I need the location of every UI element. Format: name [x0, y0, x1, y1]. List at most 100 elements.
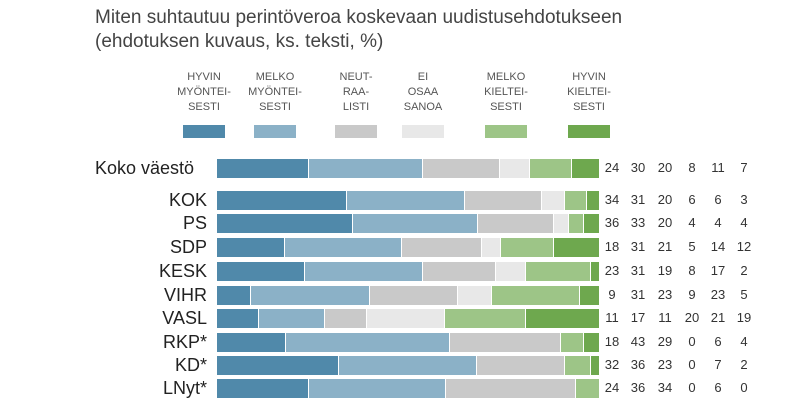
bar-segment: [217, 379, 309, 398]
stacked-bar: [217, 159, 599, 178]
value-label: 23: [710, 287, 726, 302]
value-label: 29: [657, 334, 673, 349]
bar-segment: [477, 214, 554, 233]
bar-segment: [500, 238, 554, 257]
value-label: 24: [604, 380, 620, 395]
value-label: 34: [604, 192, 620, 207]
bar-segment: [579, 286, 599, 305]
legend-label: HYVIN KIELTEI- SESTI: [567, 71, 611, 113]
bar-segment: [495, 262, 527, 281]
value-label: 34: [657, 380, 673, 395]
value-label: 2: [740, 263, 748, 278]
bar-segment: [541, 191, 565, 210]
value-label: 23: [657, 357, 673, 372]
legend-swatch: [485, 125, 527, 138]
legend-item: HYVIN MYÖNTEI- SESTI: [171, 70, 237, 138]
value-label: 0: [740, 380, 748, 395]
bar-segment: [450, 333, 561, 352]
bar-segment: [217, 262, 305, 281]
value-label: 11: [605, 310, 619, 325]
value-label: 0: [688, 380, 696, 395]
bar-segment: [251, 286, 370, 305]
row-label: KD*: [174, 355, 207, 375]
bar-segment: [457, 286, 493, 305]
value-label: 6: [688, 192, 696, 207]
legend-item: MELKO MYÖNTEI- SESTI: [242, 70, 308, 138]
legend-item: NEUT- RAA- LISTI: [323, 70, 389, 138]
value-label: 8: [688, 263, 696, 278]
legend-label: MELKO KIELTEI- SESTI: [484, 71, 528, 113]
bar-segment: [465, 191, 542, 210]
legend-swatch: [335, 125, 377, 138]
legend-label: NEUT- RAA- LISTI: [339, 71, 373, 113]
bar-segment: [339, 356, 477, 375]
bar-segment: [367, 309, 445, 328]
value-label: 31: [630, 263, 646, 278]
bar-segment: [402, 238, 482, 257]
bar-segment: [285, 333, 450, 352]
bar-segment: [259, 309, 326, 328]
stacked-bar: [217, 286, 599, 305]
value-label: 0: [688, 334, 696, 349]
value-label: 43: [630, 334, 646, 349]
stacked-bar: [217, 238, 599, 257]
stacked-bar: [217, 356, 599, 375]
legend-label: EI OSAA SANOA: [403, 71, 443, 113]
bar-segment: [217, 191, 347, 210]
value-label: 7: [740, 160, 748, 175]
bar-segment: [591, 262, 599, 281]
legend-swatch: [183, 125, 225, 138]
value-label: 0: [688, 357, 696, 372]
bar-segment: [285, 238, 403, 257]
row-label: Koko väestö: [95, 158, 195, 178]
row-label: SDP: [169, 237, 207, 257]
stacked-bar: [217, 262, 599, 281]
value-label: 21: [710, 310, 726, 325]
bar-segment: [217, 286, 252, 305]
value-label: 20: [684, 310, 700, 325]
value-label: 32: [604, 357, 620, 372]
stacked-bar: [217, 379, 599, 398]
value-label: 11: [658, 310, 672, 325]
chart-title-line-1: Miten suhtautuu perintöveroa koskevaan u…: [95, 7, 623, 28]
chart-title: Miten suhtautuu perintöveroa koskevaan u…: [95, 6, 755, 54]
value-label: 23: [657, 287, 673, 302]
bar-segment: [217, 356, 340, 375]
row-label: KESK: [158, 261, 207, 281]
row-label: PS: [182, 213, 207, 233]
row-label: LNyt*: [162, 378, 207, 398]
bar-segment: [304, 262, 424, 281]
bar-segment: [217, 309, 260, 328]
value-label: 24: [604, 160, 620, 175]
bar-segment: [553, 214, 569, 233]
bar-segment: [553, 238, 599, 257]
value-label: 33: [630, 215, 646, 230]
bar-segment: [446, 379, 577, 398]
value-label: 9: [608, 287, 616, 302]
bar-segment: [526, 262, 592, 281]
bar-segment: [499, 159, 531, 178]
value-label: 12: [736, 239, 752, 254]
bar-segment: [217, 238, 286, 257]
value-label: 18: [604, 334, 620, 349]
row-label: KOK: [168, 190, 207, 210]
bar-segment: [217, 333, 286, 352]
bar-segment: [423, 262, 496, 281]
value-label: 20: [657, 192, 673, 207]
value-label: 19: [736, 310, 752, 325]
stacked-bar: [217, 191, 599, 210]
value-label: 31: [630, 287, 646, 302]
value-label: 14: [710, 239, 726, 254]
value-label: 9: [688, 287, 696, 302]
value-label: 36: [604, 215, 620, 230]
value-label: 31: [630, 239, 646, 254]
bar-segment: [568, 214, 584, 233]
bar-segment: [530, 159, 573, 178]
bar-segment: [325, 309, 368, 328]
legend-label: MELKO MYÖNTEI- SESTI: [248, 71, 302, 113]
row-label: VIHR: [163, 285, 207, 305]
bar-segment: [308, 159, 424, 178]
value-label: 18: [604, 239, 620, 254]
value-label: 3: [740, 192, 748, 207]
value-label: 36: [630, 380, 646, 395]
